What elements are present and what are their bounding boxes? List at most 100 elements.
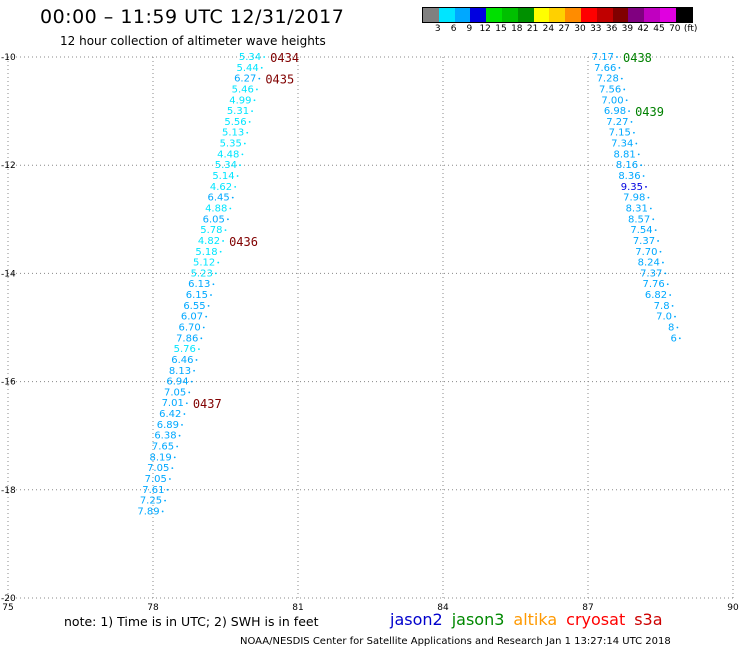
- swh-value-label: 5.44: [236, 63, 258, 74]
- swh-value-label: 7.89: [137, 506, 159, 517]
- swh-value-label: 6.82: [645, 290, 667, 301]
- swh-value-label: 4.88: [205, 203, 227, 214]
- track-point: [164, 499, 166, 502]
- track-point: [666, 283, 669, 286]
- track-point: [676, 326, 679, 329]
- swh-value-label: 5.46: [232, 84, 254, 95]
- track-point: [169, 478, 171, 480]
- swh-value-label: 5.31: [227, 106, 249, 117]
- color-scale-label: 30: [574, 24, 586, 34]
- swh-value-label: 6.42: [159, 409, 181, 420]
- track-point: [176, 445, 179, 448]
- swh-value-label: 6.45: [207, 193, 229, 204]
- swh-value-label: 7.66: [594, 63, 616, 74]
- swh-value-label: 7.05: [145, 474, 167, 485]
- swh-value-label: 7.8: [654, 301, 670, 312]
- swh-value-label: 6.27: [234, 74, 256, 85]
- swh-value-label: 7.65: [152, 442, 174, 453]
- y-tick-label: -18: [1, 486, 16, 496]
- color-swatch: [580, 8, 597, 22]
- track-point: [214, 272, 217, 275]
- color-swatch: [612, 8, 629, 22]
- color-scale-label: 39: [621, 24, 634, 34]
- swh-value-label: 7.0: [656, 312, 672, 323]
- track-point: [231, 196, 234, 199]
- color-scale-label: 42: [637, 24, 649, 34]
- satellite-legend-item: jason2: [390, 610, 443, 629]
- swh-value-label: 6.13: [188, 279, 210, 290]
- track-point: [219, 250, 222, 253]
- swh-value-label: 4.82: [198, 236, 220, 247]
- footer-credit: NOAA/NESDIS Center for Satellite Applica…: [240, 636, 671, 647]
- track-point: [642, 175, 645, 177]
- track-point: [188, 391, 191, 394]
- color-scale-label: 36: [605, 24, 618, 34]
- track-point: [664, 272, 667, 275]
- swh-value-label: 6.94: [166, 377, 188, 388]
- swh-value-label: 5.56: [224, 117, 246, 128]
- track-point: [181, 423, 183, 426]
- track-point: [236, 175, 239, 177]
- track-point: [637, 153, 640, 156]
- track-point: [620, 77, 623, 80]
- color-scale-label: (ft): [683, 24, 698, 34]
- y-tick-label: -20: [1, 594, 16, 604]
- track-point: [173, 456, 176, 459]
- color-scale-label: 9: [466, 24, 473, 34]
- swh-value-label: 4.99: [229, 95, 251, 106]
- track-point: [256, 88, 258, 91]
- swh-value-label: 7.70: [635, 247, 657, 258]
- color-swatch: [517, 8, 534, 22]
- track-point: [657, 240, 659, 242]
- swh-value-label: 8.36: [618, 171, 640, 182]
- color-scale-label: 45: [653, 24, 665, 34]
- track-point: [207, 304, 210, 307]
- track-point: [171, 467, 174, 470]
- swh-value-label: 8.16: [616, 160, 638, 171]
- swh-value-label: 6.46: [171, 355, 193, 366]
- track-point: [161, 510, 164, 513]
- swh-value-label: 5.23: [191, 268, 213, 279]
- track-point: [178, 434, 181, 437]
- swh-value-label: 6.70: [178, 323, 200, 334]
- swh-value-label: 7.00: [601, 95, 623, 106]
- y-tick-label: -16: [1, 378, 16, 388]
- satellite-legend-item: s3a: [634, 610, 663, 629]
- satellite-legend: jason2 jason3 altika cryosat s3a: [390, 610, 672, 629]
- swh-value-label: 5.34: [215, 160, 237, 171]
- satellite-legend-item: cryosat: [566, 610, 626, 629]
- color-swatch: [470, 8, 487, 22]
- color-swatch: [438, 8, 455, 22]
- time-annotation: 0438: [623, 51, 652, 65]
- track-point: [229, 207, 232, 210]
- track-point: [243, 142, 246, 145]
- y-tick-label: -12: [1, 161, 16, 171]
- track-point: [234, 185, 237, 188]
- time-annotation: 0434: [270, 51, 299, 65]
- track-point: [260, 66, 263, 69]
- track-point: [263, 56, 266, 58]
- track-point: [212, 283, 215, 286]
- track-point: [674, 315, 676, 318]
- track-point: [630, 121, 633, 123]
- color-scale-label: 27: [558, 24, 570, 34]
- swh-value-label: 6.38: [154, 431, 176, 442]
- swh-value-label: 7.01: [162, 398, 184, 409]
- track-point: [227, 218, 229, 221]
- chart-title: 00:00 – 11:59 UTC 12/31/2017: [40, 6, 345, 28]
- swh-value-label: 4.62: [210, 182, 232, 193]
- color-swatch: [533, 8, 550, 22]
- footer-note: note: 1) Time is in UTC; 2) SWH is in fe…: [64, 614, 319, 629]
- track-point: [210, 294, 212, 296]
- color-scale-label: 70: [669, 24, 681, 34]
- track-point: [616, 56, 618, 58]
- swh-value-label: 6.07: [181, 312, 203, 323]
- chart-subtitle: 12 hour collection of altimeter wave hei…: [60, 34, 326, 48]
- swh-value-label: 8.57: [628, 214, 650, 225]
- x-tick-label: 84: [437, 603, 449, 610]
- color-scale-label: 18: [511, 24, 523, 34]
- swh-value-label: 7.17: [592, 52, 614, 63]
- swh-value-label: 5.14: [212, 171, 234, 182]
- track-point: [195, 359, 198, 361]
- color-swatch: [501, 8, 518, 22]
